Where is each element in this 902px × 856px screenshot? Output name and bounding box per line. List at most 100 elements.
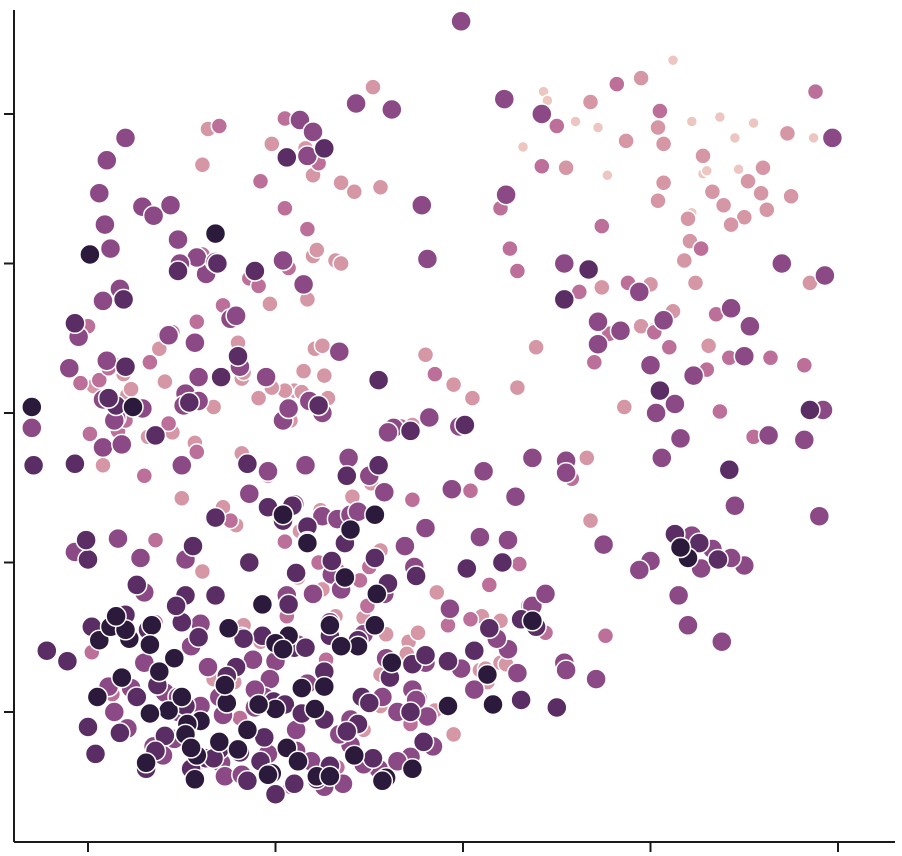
data-point-very-dark [111, 666, 133, 689]
data-point-dark [144, 424, 167, 447]
data-point-medium [58, 357, 81, 379]
data-point-dark [84, 743, 107, 765]
data-point-light [654, 135, 673, 153]
data-point-dark [204, 584, 227, 607]
data-point-dark [187, 626, 210, 649]
data-point-dark [264, 783, 287, 805]
data-point-light [332, 174, 350, 192]
data-point-light [782, 187, 800, 205]
data-point-dark [367, 369, 390, 391]
data-point-light [649, 191, 667, 210]
data-point-dark [399, 701, 422, 723]
data-point-medium [682, 364, 705, 387]
data-point-medium [724, 494, 746, 517]
data-point-light [193, 156, 212, 174]
data-point-very-dark [257, 764, 279, 786]
data-point-dark [336, 465, 358, 487]
data-point-light [444, 725, 463, 744]
data-point-dark [210, 366, 232, 388]
data-point-light [654, 174, 673, 192]
data-point-very-dark [476, 663, 499, 686]
data-point-medium [187, 366, 210, 388]
data-point-very-dark [287, 750, 309, 773]
data-point-light [463, 389, 482, 407]
data-point-very-dark [381, 651, 403, 674]
data-point-very-dark [148, 660, 171, 683]
data-point-light [593, 278, 611, 297]
data-point-dark [546, 696, 568, 719]
data-point-medium [337, 447, 360, 469]
data-point-medium [439, 598, 461, 620]
data-point-light [739, 172, 757, 191]
data-point-very-dark [251, 593, 274, 616]
data-point-dark [97, 387, 120, 409]
data-point-medium [92, 436, 114, 459]
data-point-medium [345, 92, 367, 115]
data-point-very-dark [319, 614, 341, 637]
data-point-dark [75, 529, 97, 551]
data-point-dark [126, 574, 148, 596]
data-point-medium-light [585, 353, 604, 371]
data-point-medium-light [692, 239, 710, 258]
data-point-very-dark [343, 744, 366, 767]
data-point-medium [733, 345, 756, 367]
data-point-very-dark [21, 396, 43, 418]
data-point-dark [285, 562, 307, 584]
data-point-dark [77, 548, 99, 571]
data-point-light [752, 184, 770, 202]
data-point-medium [272, 249, 294, 272]
data-point-very-dark [139, 702, 161, 725]
data-point-very-light [601, 169, 614, 182]
data-point-light [735, 208, 754, 226]
data-point-dark [456, 557, 478, 580]
data-point-medium-light [426, 365, 444, 383]
data-point-dark [126, 686, 148, 708]
data-point-very-dark [247, 693, 270, 716]
data-point-medium [257, 460, 279, 483]
data-point-medium-light [593, 217, 611, 235]
data-point-light [632, 69, 650, 87]
data-point-medium [639, 354, 662, 376]
data-point-medium [159, 194, 182, 216]
data-point-medium [107, 527, 129, 550]
data-point-medium [96, 149, 118, 172]
data-point-dark [362, 747, 384, 770]
data-point-medium [587, 311, 609, 333]
data-point-medium [302, 583, 324, 605]
data-point-light [617, 132, 635, 150]
data-point-medium [302, 121, 324, 143]
data-point-medium [531, 103, 553, 125]
data-point-medium-light [711, 402, 729, 421]
data-point-light [94, 456, 112, 475]
data-point-medium [441, 478, 463, 500]
data-point-very-dark [122, 396, 144, 418]
data-point-very-dark [304, 698, 326, 720]
data-point-light [679, 209, 697, 228]
data-point-dark [178, 391, 201, 414]
data-point-very-dark [180, 737, 202, 759]
data-point-medium-light [439, 616, 457, 635]
data-point-light [527, 338, 545, 356]
data-point-very-dark [366, 583, 388, 605]
data-point-medium [88, 182, 111, 204]
data-point-medium-light [159, 414, 178, 433]
data-point-medium-light [90, 371, 109, 389]
data-point-medium [793, 429, 816, 451]
data-point-medium-light [548, 117, 566, 135]
data-point-very-dark [334, 566, 356, 589]
data-point-medium [394, 535, 416, 557]
data-point-medium [669, 427, 692, 450]
data-point-dark [707, 548, 729, 571]
data-point-medium [21, 417, 43, 439]
data-point-medium [373, 481, 396, 503]
data-point-dark [167, 260, 189, 282]
data-point-dark [321, 550, 343, 572]
data-point-dark [277, 593, 300, 616]
data-point-very-dark [135, 752, 157, 774]
data-point-light [714, 196, 733, 214]
data-point-medium [664, 393, 686, 415]
data-point-light [694, 147, 712, 165]
data-point-dark [36, 639, 58, 662]
data-point-light [409, 624, 427, 642]
